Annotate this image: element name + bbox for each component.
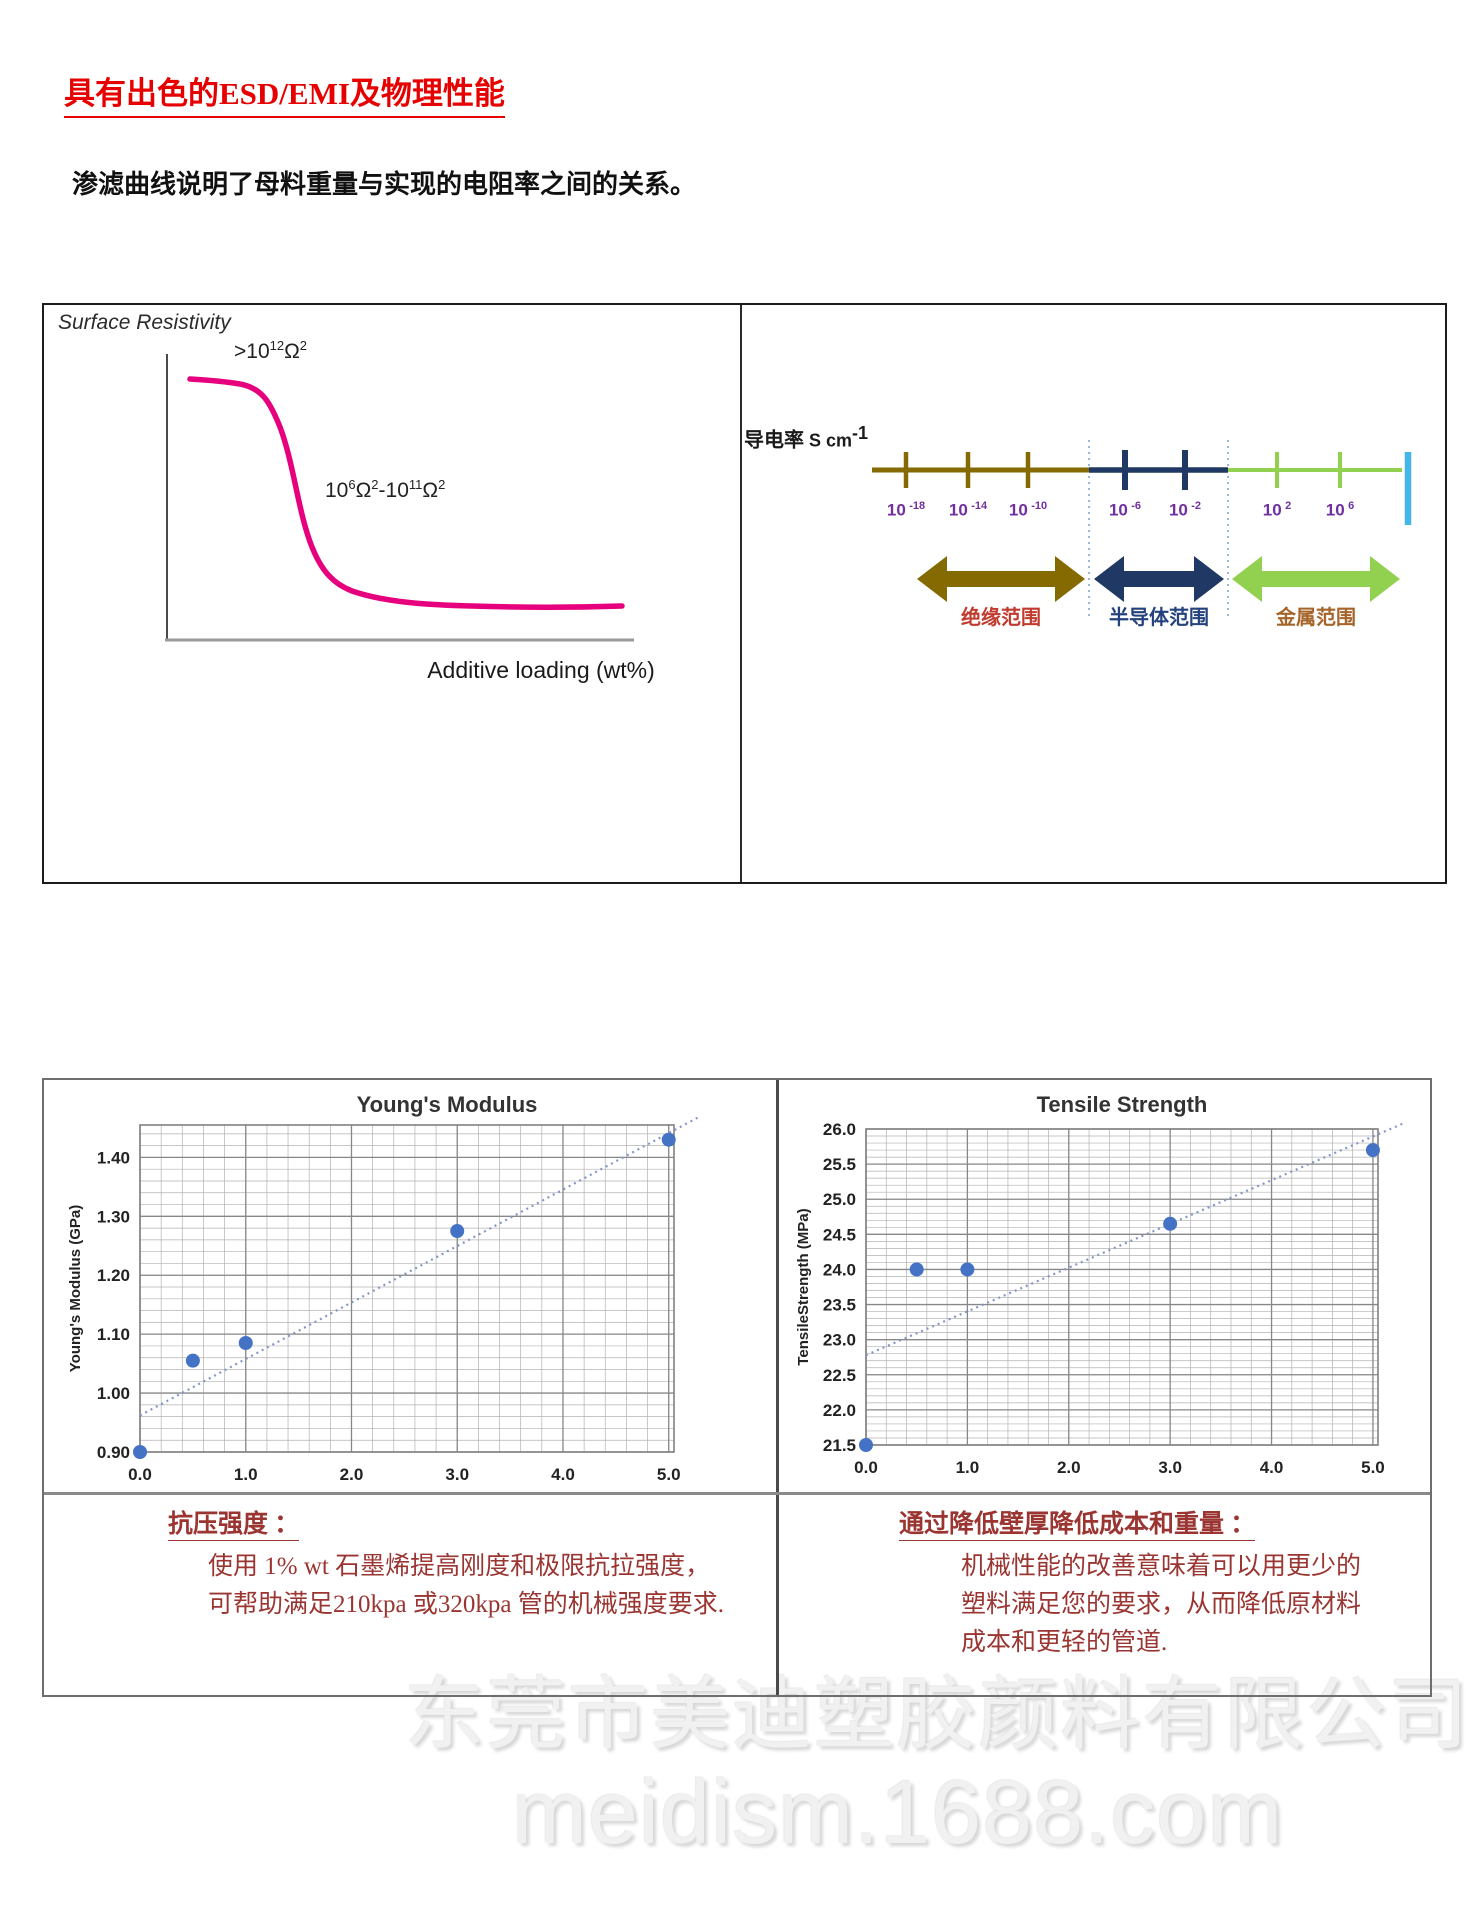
cond-tick-label-2: 10 -10	[1008, 500, 1048, 520]
svg-text:4.0: 4.0	[1260, 1458, 1284, 1477]
semiconductor-range-label: 半导体范围	[1109, 607, 1209, 629]
charts-notes-separator	[44, 1492, 1430, 1495]
svg-text:23.5: 23.5	[823, 1296, 856, 1315]
semiconductor-range-arrow	[1094, 556, 1224, 602]
insulator-range-label: 绝缘范围	[961, 607, 1041, 629]
svg-text:1.0: 1.0	[956, 1458, 980, 1477]
cost-weight-note: 通过降低壁厚降低成本和重量 ： 机械性能的改善意味着可以用更少的 塑料满足您的要…	[899, 1504, 1361, 1662]
svg-text:22.5: 22.5	[823, 1366, 856, 1385]
svg-text:3.0: 3.0	[445, 1465, 469, 1484]
svg-text:0.0: 0.0	[128, 1465, 152, 1484]
svg-text:TensileStrength (MPa): TensileStrength (MPa)	[795, 1208, 812, 1365]
note-line: 塑料满足您的要求，从而降低原材料	[961, 1591, 1362, 1618]
panel-divider	[776, 1080, 779, 1695]
svg-text:5.0: 5.0	[657, 1465, 681, 1484]
tensile-strength-title: Tensile Strength	[1036, 1092, 1208, 1117]
svg-text:21.5: 21.5	[823, 1436, 856, 1455]
svg-text:22.0: 22.0	[823, 1401, 856, 1420]
svg-text:5.0: 5.0	[1361, 1458, 1385, 1477]
svg-text:0.0: 0.0	[854, 1458, 878, 1477]
esd-properties-box: Surface Resistivity >1012Ω2 106Ω2-1011Ω2…	[42, 303, 1447, 884]
svg-text:23.0: 23.0	[823, 1331, 856, 1350]
cond-tick-label-0: 10 -18	[886, 500, 926, 520]
youngs-modulus-title: Young's Modulus	[356, 1092, 538, 1117]
note-line: 机械性能的改善意味着可以用更少的	[961, 1553, 1362, 1580]
svg-text:3.0: 3.0	[1158, 1458, 1182, 1477]
resistivity-range-label: 106Ω2-1011Ω2	[325, 477, 446, 502]
svg-text:24.0: 24.0	[823, 1260, 856, 1279]
conductivity-axis-label: 导电率 S cm-1	[744, 423, 869, 452]
cond-tick-label-3: 10 -6	[1108, 500, 1142, 520]
svg-text:Young's Modulus (GPa): Young's Modulus (GPa)	[67, 1205, 84, 1372]
cond-tick-label-4: 10 -2	[1168, 500, 1202, 520]
tensile-strength-chart: 0.0 1.0 2.0 3.0 4.0 5.0 21.5 22.0 22.5 23.0 23.5 24…	[795, 1120, 1404, 1477]
note-line: 可帮助满足210kpa 或320kpa 管的机械强度要求.	[208, 1591, 724, 1618]
svg-text:1.40: 1.40	[97, 1148, 130, 1167]
conductivity-scale-diagram	[872, 440, 1412, 620]
additive-loading-axis-label: Additive loading (wt%)	[427, 657, 655, 683]
resistivity-high-label: >1012Ω2	[234, 338, 308, 363]
intro-text: 渗滤曲线说明了母料重量与实现的电阻率之间的关系。	[72, 170, 697, 199]
svg-text:0.90: 0.90	[97, 1443, 130, 1462]
percolation-curve-plot	[165, 354, 634, 642]
svg-text:26.0: 26.0	[823, 1120, 856, 1139]
compressive-strength-note: 抗压强度 ： 使用 1% wt 石墨烯提高刚度和极限抗拉强度， 可帮助满足210…	[168, 1504, 724, 1624]
note-heading: 通过降低壁厚降低成本和重量 ：	[899, 1511, 1256, 1541]
insulator-range-arrow	[917, 556, 1085, 602]
watermark-url: meidism.1688.com	[512, 1763, 1284, 1863]
svg-text:2.0: 2.0	[1057, 1458, 1081, 1477]
cond-tick-label-5: 10 2	[1262, 500, 1292, 520]
svg-text:1.00: 1.00	[97, 1384, 130, 1403]
svg-text:24.5: 24.5	[823, 1225, 856, 1244]
cond-tick-label-1: 10 -14	[948, 500, 988, 520]
watermark-company: 东莞市美迪塑胶颜料有限公司	[404, 1670, 1470, 1759]
metal-range-label: 金属范围	[1276, 607, 1356, 629]
svg-text:1.30: 1.30	[97, 1207, 130, 1226]
note-heading: 抗压强度 ：	[168, 1511, 300, 1541]
svg-text:1.0: 1.0	[234, 1465, 258, 1484]
note-line: 成本和更轻的管道.	[961, 1629, 1168, 1656]
page-title: 具有出色的ESD/EMI及物理性能	[64, 68, 505, 118]
percolation-curve	[187, 376, 625, 610]
youngs-modulus-chart: 0.0 1.0 2.0 3.0 4.0 5.0 0.90 1.00 1.10 1.20 1.30 1.…	[67, 1115, 701, 1484]
surface-resistivity-title: Surface Resistivity	[58, 311, 231, 334]
svg-text:2.0: 2.0	[340, 1465, 364, 1484]
mechanical-properties-box: Young's Modulus 0.0 1.0 2.0 3.0 4.0 5.0 0.90 1.…	[42, 1078, 1432, 1697]
svg-text:1.10: 1.10	[97, 1325, 130, 1344]
note-line: 使用 1% wt 石墨烯提高刚度和极限抗拉强度，	[208, 1553, 711, 1580]
svg-text:25.0: 25.0	[823, 1190, 856, 1209]
svg-text:1.20: 1.20	[97, 1266, 130, 1285]
panel-divider	[740, 305, 742, 882]
metal-range-arrow	[1232, 556, 1400, 602]
cond-tick-label-6: 10 6	[1325, 500, 1355, 520]
svg-text:4.0: 4.0	[551, 1465, 575, 1484]
svg-text:25.5: 25.5	[823, 1155, 856, 1174]
